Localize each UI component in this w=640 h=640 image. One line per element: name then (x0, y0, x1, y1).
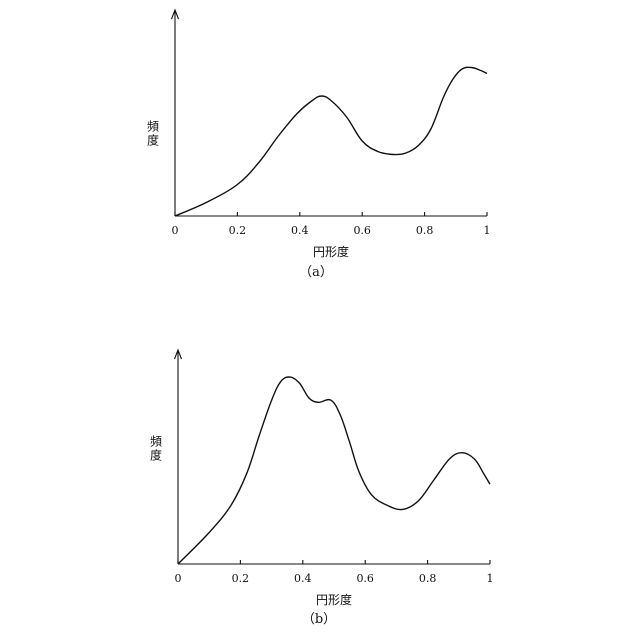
x-axis-label: 円形度 (313, 244, 349, 259)
x-tick-label: 0.4 (294, 572, 312, 585)
x-tick-label: 0.8 (416, 224, 434, 237)
chart-panel-1: 0 0.2 0.4 0.6 0.8 1 円形度 頻度 （b） (150, 350, 494, 627)
chart-panel-0: 0 0.2 0.4 0.6 0.8 1 円形度 頻度 （a） (147, 10, 491, 280)
y-axis-label: 頻度 (150, 435, 162, 463)
x-tick-label: 0.6 (356, 572, 374, 585)
chart-caption: （b） (302, 612, 336, 627)
x-tick-label: 1 (487, 572, 494, 585)
frequency-curve-0 (178, 377, 490, 564)
x-tick-label: 0 (175, 572, 182, 585)
x-tick-label: 0 (172, 224, 179, 237)
frequency-curve-0 (175, 67, 487, 216)
x-tick-label: 0.8 (419, 572, 437, 585)
x-tick-label: 0.4 (291, 224, 309, 237)
x-tick-label: 0.2 (229, 224, 247, 237)
x-tick-label: 0.6 (353, 224, 371, 237)
y-axis-label: 頻度 (147, 120, 159, 148)
x-axis-label: 円形度 (316, 592, 352, 607)
x-tick-label: 1 (484, 224, 491, 237)
x-tick-label: 0.2 (232, 572, 250, 585)
chart-caption: （a） (299, 265, 333, 280)
